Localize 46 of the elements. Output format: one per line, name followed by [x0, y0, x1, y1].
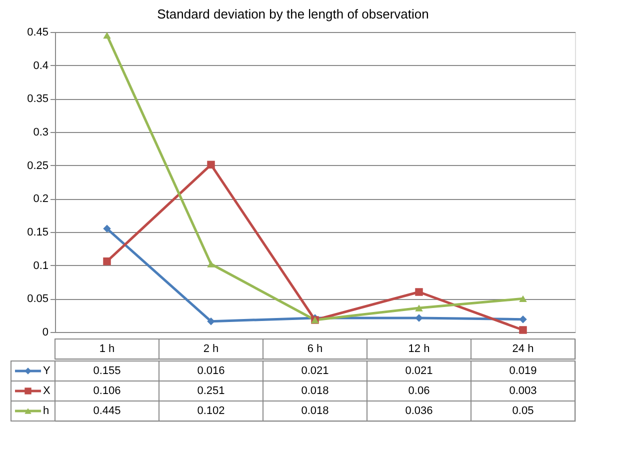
x-tick-label: 2 h	[203, 343, 219, 355]
data-label: 0.021	[301, 365, 329, 377]
data-label: 0.021	[405, 365, 433, 377]
legend-label: X	[43, 385, 51, 397]
data-label: 0.036	[405, 405, 433, 417]
point	[519, 326, 527, 334]
y-tick-label: 0.4	[33, 60, 48, 72]
y-tick-label: 0.3	[33, 126, 48, 138]
data-label: 0.05	[512, 405, 534, 417]
data-label: 0.155	[93, 365, 121, 377]
point	[103, 224, 111, 233]
data-label: 0.018	[301, 385, 329, 397]
point	[519, 315, 527, 324]
data-label: 0.019	[509, 365, 537, 377]
y-tick-label: 0.2	[33, 193, 48, 206]
y-tick-label: 0.15	[27, 226, 48, 238]
point	[103, 257, 111, 266]
point	[415, 288, 423, 296]
data-label: 0.106	[93, 385, 121, 397]
point	[207, 160, 215, 169]
data-label: 0.003	[509, 385, 537, 397]
point	[207, 260, 215, 268]
y-tick-label: 0.05	[27, 293, 48, 306]
legend-label: Y	[43, 365, 51, 377]
data-label: 0.251	[197, 385, 225, 397]
point	[103, 32, 111, 39]
x-tick-label: 6 h	[307, 343, 323, 355]
y-tick-label: 0.1	[33, 260, 48, 272]
point	[207, 317, 215, 326]
data-label: 0.06	[408, 385, 430, 397]
y-tick-label: 0.25	[27, 160, 48, 172]
data-label: 0.016	[197, 365, 225, 377]
x-tick-label: 1 h	[99, 343, 115, 355]
y-tick-label: 0.35	[27, 93, 48, 106]
point	[415, 314, 423, 322]
legend-label: h	[43, 405, 50, 417]
point	[519, 295, 527, 302]
x-tick-label: 12 h	[408, 343, 430, 355]
x-tick-label: 24 h	[512, 343, 534, 355]
y-tick-label: 0	[42, 326, 48, 338]
point	[415, 304, 423, 312]
y-tick-label: 0.45	[27, 26, 48, 38]
data-label: 0.018	[301, 405, 329, 417]
chart-title: Standard deviation by the length of observation	[157, 6, 429, 22]
data-label: 0.102	[197, 405, 225, 417]
data-label: 0.445	[93, 405, 121, 417]
